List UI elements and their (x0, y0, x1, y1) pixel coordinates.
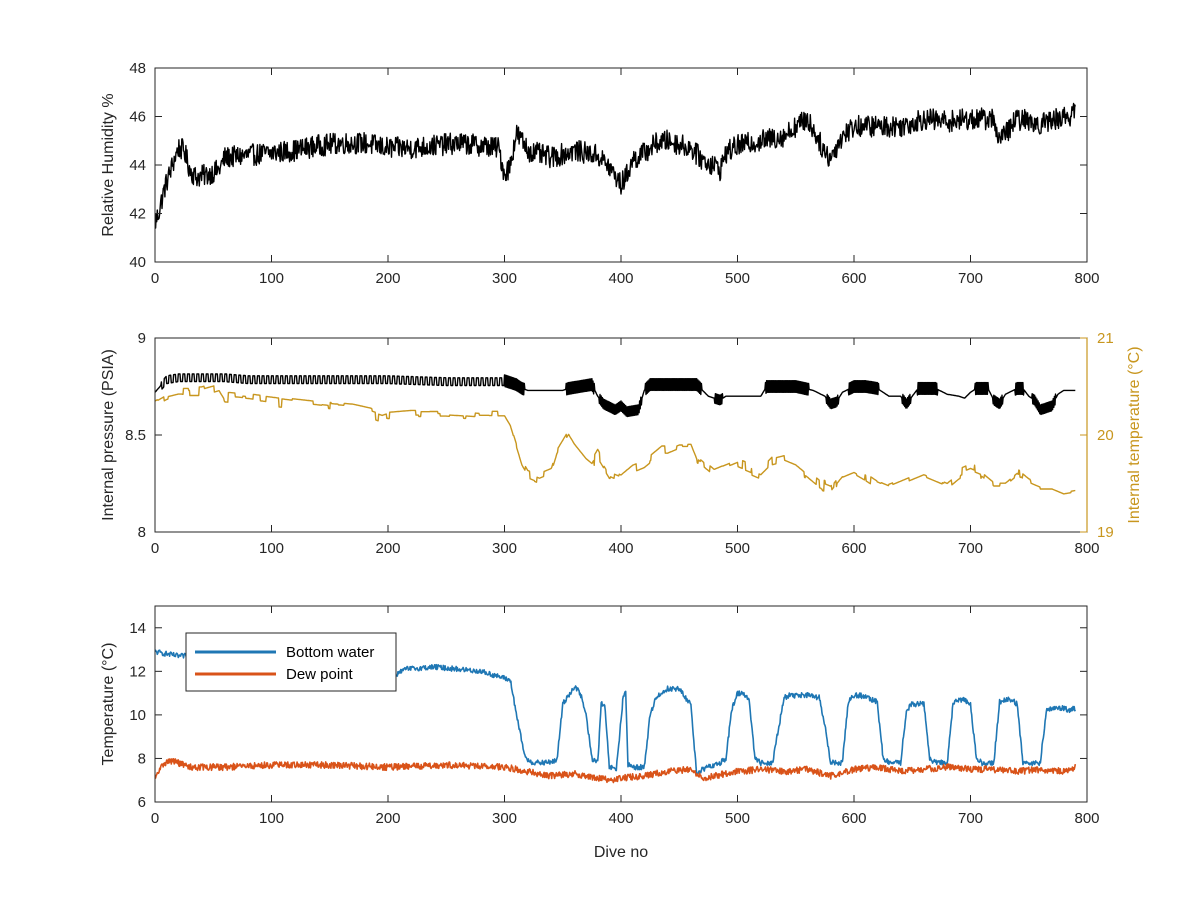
y-tick-label: 10 (129, 707, 146, 724)
x-tick-label: 400 (608, 810, 633, 827)
x-tick-label: 800 (1074, 540, 1099, 557)
y-tick-label: 8 (138, 524, 146, 541)
x-tick-label: 700 (958, 270, 983, 287)
y-tick-label: 40 (129, 254, 146, 271)
x-tick-label: 700 (958, 540, 983, 557)
x-tick-label: 500 (725, 810, 750, 827)
series-line-p1-1 (155, 385, 1076, 495)
y-tick-label: 42 (129, 206, 146, 223)
x-tick-label: 300 (492, 270, 517, 287)
y-tick-label: 44 (129, 157, 146, 174)
y2-axis-label: Internal temperature (°C) (1126, 346, 1143, 523)
x-tick-label: 400 (608, 270, 633, 287)
plot-area (155, 102, 1076, 229)
x-tick-label: 100 (259, 810, 284, 827)
x-tick-label: 200 (375, 810, 400, 827)
y-tick-label: 46 (129, 109, 146, 126)
x-tick-label: 800 (1074, 270, 1099, 287)
legend-box (185, 632, 397, 692)
y2-tick-label: 19 (1097, 524, 1114, 541)
x-tick-label: 0 (151, 540, 159, 557)
humidity-panel: 0 100 200 300 400 500 600 700 800 40 42 44 46 48 Relat… (100, 60, 1100, 287)
y2-tick-label: 20 (1097, 427, 1114, 444)
y-tick-label: 8.5 (125, 427, 146, 444)
legend: Bottom water Dew point (185, 632, 397, 692)
x-tick-label: 300 (492, 540, 517, 557)
x-tick-label: 300 (492, 810, 517, 827)
y-tick-label: 9 (138, 330, 146, 347)
x-tick-label: 100 (259, 270, 284, 287)
x-tick-label: 600 (841, 270, 866, 287)
legend-label: Bottom water (286, 644, 374, 661)
temperature-panel: 0 100 200 300 400 500 600 700 800 6 8 10 12 14 Tempera… (100, 605, 1100, 861)
x-tick-label: 0 (151, 270, 159, 287)
y-tick-label: 48 (129, 60, 146, 77)
x-tick-label: 700 (958, 810, 983, 827)
y-axis-label: Relative Humidity % (100, 93, 117, 236)
y-axis-label: Internal pressure (PSIA) (100, 349, 117, 521)
y-tick-label: 6 (138, 794, 146, 811)
legend-label: Dew point (286, 666, 354, 683)
series-line-dew-point (155, 758, 1077, 784)
y-tick-label: 8 (138, 750, 146, 767)
x-axis-label: Dive no (594, 844, 648, 861)
x-tick-label: 0 (151, 810, 159, 827)
x-tick-label: 400 (608, 540, 633, 557)
x-tick-label: 800 (1074, 810, 1099, 827)
x-tick-label: 500 (725, 270, 750, 287)
x-tick-label: 600 (841, 540, 866, 557)
plot-area (155, 373, 1076, 495)
x-tick-label: 600 (841, 810, 866, 827)
x-tick-label: 200 (375, 270, 400, 287)
y-tick-label: 14 (129, 620, 146, 637)
x-tick-label: 500 (725, 540, 750, 557)
series-line-p1-0 (155, 373, 1076, 418)
x-tick-label: 100 (259, 540, 284, 557)
y2-tick-label: 21 (1097, 330, 1114, 347)
y-axis-label: Temperature (°C) (100, 643, 117, 766)
x-tick-label: 200 (375, 540, 400, 557)
series-line-p0-0 (155, 102, 1076, 229)
pressure-temperature-panel: 0 100 200 300 400 500 600 700 800 8 8.5 9 19 20 21 Inte… (100, 330, 1143, 557)
y-tick-label: 12 (129, 663, 146, 680)
